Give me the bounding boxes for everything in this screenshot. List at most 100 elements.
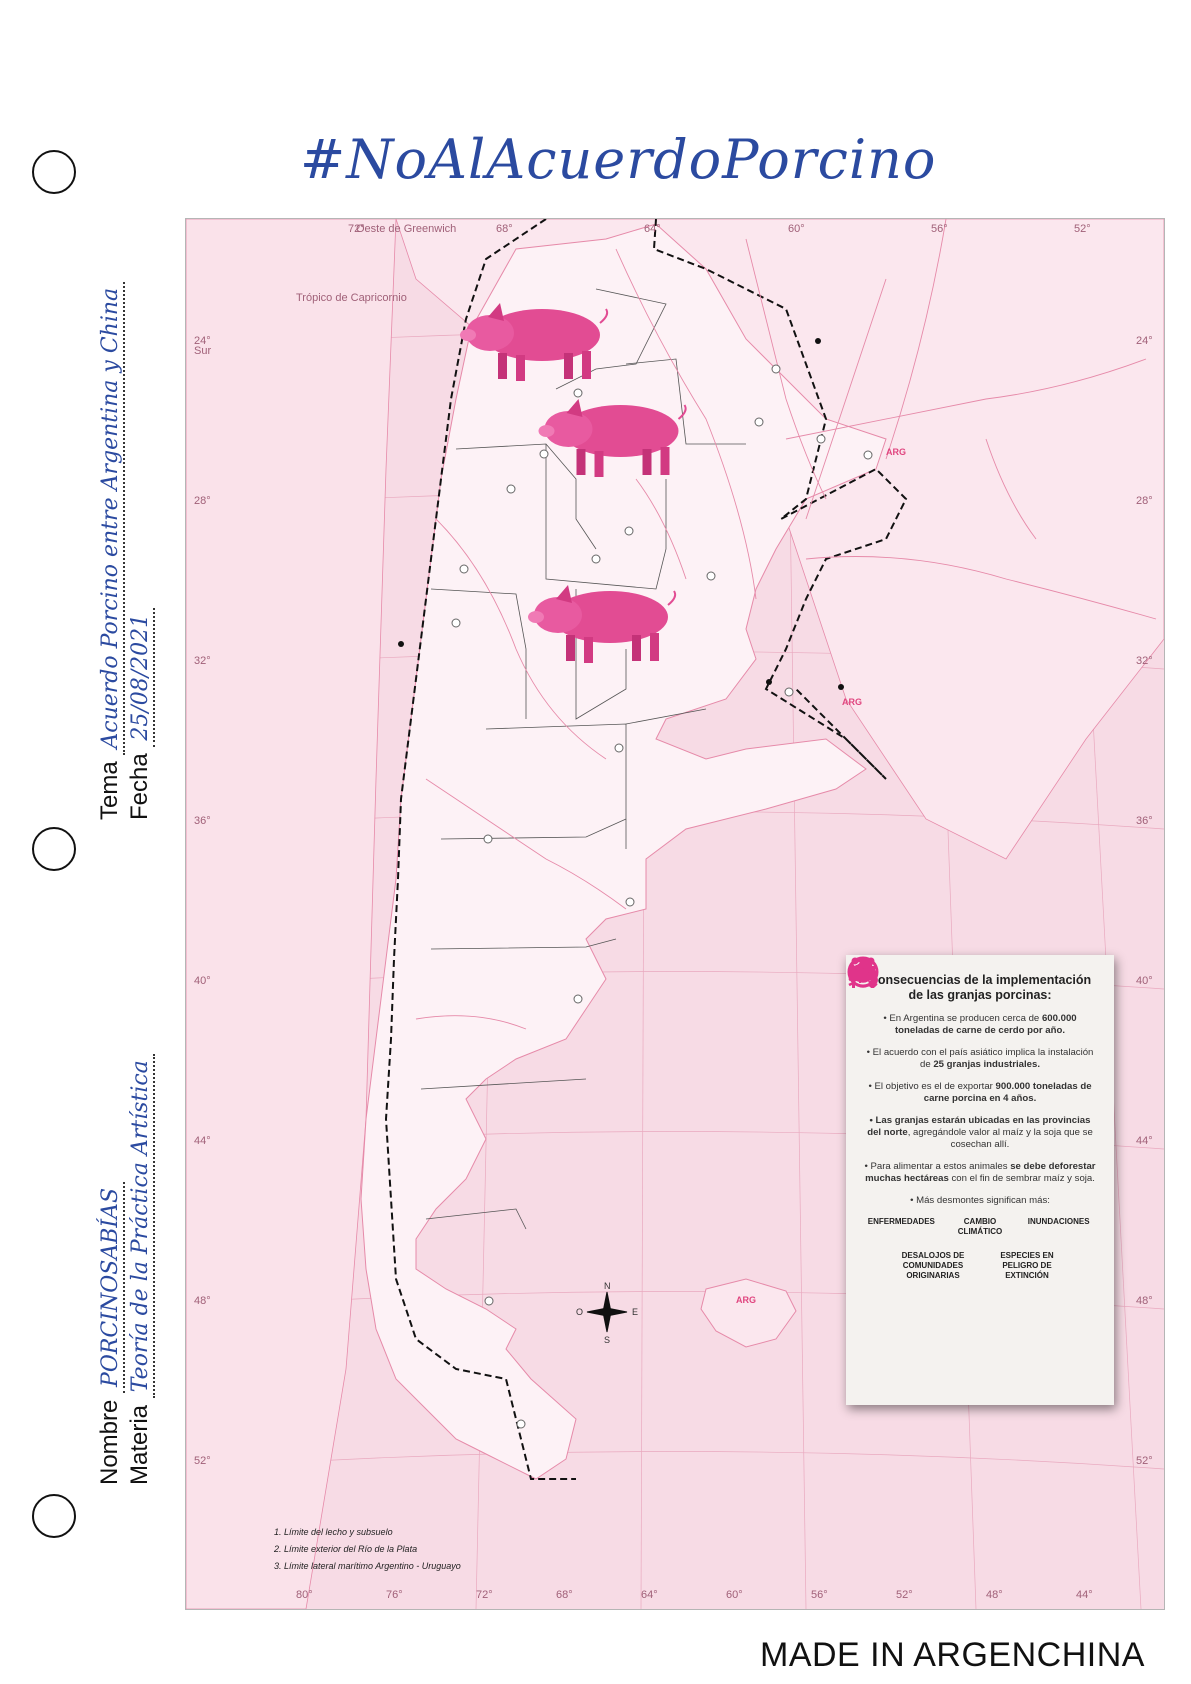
note-2: 2. Límite exterior del Río de la Plata: [274, 1544, 418, 1554]
bullet-5-bold: se debe deforestar muchas hectáreas: [865, 1161, 1096, 1184]
lat-right-36: 36°: [1136, 815, 1153, 827]
bullet-5-text: • Para alimentar a estos animales: [864, 1161, 1011, 1172]
infobox-heading: Consecuencias de la implementación de la…: [868, 973, 1092, 1002]
tema-label: Tema: [96, 761, 123, 820]
lon-bottom-72: 72°: [476, 1589, 493, 1601]
binder-hole-bottom: [32, 1494, 76, 1538]
lon-top-56: 56°: [931, 223, 948, 235]
infobox-bullet-3: • El objetivo es el de exportar 900.000 …: [862, 1081, 1098, 1105]
lon-bottom-64: 64°: [641, 1589, 658, 1601]
bullet-2-text: • El acuerdo con el país asiático implic…: [866, 1047, 1094, 1070]
sur-label: Sur: [194, 345, 212, 357]
chile-land: [186, 219, 397, 1609]
lat-right-44: 44°: [1136, 1135, 1153, 1147]
arg-label-malvinas: ARG: [736, 1295, 756, 1305]
compass-s: S: [604, 1335, 611, 1345]
fecha-value: 25/08/2021: [128, 607, 155, 747]
evictions-label: DESALOJOS DE COMUNIDADES ORIGINARIAS: [901, 1251, 965, 1280]
consequence-icons-row-1: ENFERMEDADES CAMBIO CLIMÁTICO INUNDACION…: [848, 958, 1098, 1237]
capital-markers: [398, 338, 844, 690]
lat-right-48: 48°: [1136, 1295, 1153, 1307]
nombre-value: PORCINOSABÍAS: [98, 1181, 125, 1393]
city-markers: [451, 364, 873, 1429]
materia-label: Materia: [126, 1404, 153, 1485]
lon-top-60: 60°: [788, 223, 805, 235]
consequence-extinction: ESPECIES EN PELIGRO DE EXTINCIÓN: [847, 956, 1067, 1281]
lon-top-72: 72°: [348, 223, 365, 235]
lon-bottom-80: 80°: [296, 1589, 313, 1601]
infobox-bullet-4: • Las granjas estarán ubicadas en las pr…: [862, 1115, 1098, 1151]
compass-rose: [586, 1291, 628, 1333]
rivers: [415, 219, 1157, 1030]
lat-left-28: 28°: [194, 495, 211, 507]
binder-hole-middle: [32, 827, 76, 871]
bullet-1-bold: 600.000 toneladas de carne de cerdo por …: [894, 1013, 1077, 1036]
malvinas-islands: [700, 1278, 797, 1348]
lat-left-52: 52°: [194, 1455, 211, 1467]
consequence-climate-change: CAMBIO CLIMÁTICO: [849, 958, 1020, 1237]
lon-top-52: 52°: [1074, 223, 1091, 235]
pig-illustration-3: [528, 585, 677, 663]
map-notes: 1. Límite del lecho y subsuelo 2. Límite…: [274, 1524, 461, 1575]
arg-label-north: ARG: [886, 447, 906, 457]
materia-value: Teoría de la Práctica Artística: [128, 1054, 155, 1399]
lon-bottom-76: 76°: [386, 1589, 403, 1601]
infobox-bullet-6: • Más desmontes significan más:: [910, 1195, 1050, 1206]
lon-bottom-44: 44°: [1076, 1589, 1093, 1601]
lon-bottom-52: 52°: [896, 1589, 913, 1601]
compass-n: N: [604, 1281, 611, 1291]
lon-bottom-60: 60°: [726, 1589, 743, 1601]
diseases-label: ENFERMEDADES: [867, 1217, 935, 1226]
consequences-infobox: Consecuencias de la implementación de la…: [846, 955, 1114, 1405]
lat-right-40: 40°: [1136, 975, 1153, 987]
tema-field: Tema Acuerdo Porcino entre Argentina y C…: [96, 281, 125, 820]
pig-illustration-2: [538, 399, 687, 477]
consequence-evictions: DESALOJOS DE COMUNIDADES ORIGINARIAS: [851, 957, 973, 1281]
lat-left-36: 36°: [194, 815, 211, 827]
bullet-3-text: • El objetivo es el de exportar: [868, 1081, 996, 1092]
page-title: #NoAlAcuerdoPorcino: [300, 128, 937, 191]
fecha-field: Fecha 25/08/2021: [126, 607, 155, 820]
lat-right-52: 52°: [1136, 1455, 1153, 1467]
lat-right-32: 32°: [1136, 655, 1153, 667]
binder-hole-top: [32, 150, 76, 194]
lon-bottom-68: 68°: [556, 1589, 573, 1601]
lat-right-28: 28°: [1136, 495, 1153, 507]
lon-bottom-56: 56°: [811, 1589, 828, 1601]
note-1: 1. Límite del lecho y subsuelo: [274, 1527, 393, 1537]
fecha-label: Fecha: [126, 753, 153, 820]
international-boundary: [652, 219, 908, 780]
consequence-floods: INUNDACIONES: [848, 960, 1098, 1237]
infobox-bullet-2: • El acuerdo con el país asiático implic…: [862, 1047, 1098, 1071]
lat-left-48: 48°: [194, 1295, 211, 1307]
bullet-2-bold: 25 granjas industriales.: [933, 1059, 1040, 1070]
bullet-1-text: • En Argentina se producen cerca de: [883, 1013, 1042, 1024]
lat-right-24: 24°: [1136, 335, 1153, 347]
lat-left-44: 44°: [194, 1135, 211, 1147]
materia-field: Materia Teoría de la Práctica Artística: [126, 1054, 155, 1485]
bullet-5-post: con el fin de sembrar maíz y soja.: [948, 1173, 1095, 1184]
lon-top-64: 64°: [644, 223, 661, 235]
bullet-4-text: , agregándole valor al maíz y la soja qu…: [907, 1127, 1093, 1150]
chile-boundary: [384, 219, 576, 1480]
tropic-label: Trópico de Capricornio: [296, 292, 407, 304]
map-drawing: [186, 219, 1164, 1609]
infobox-bullet-5: • Para alimentar a estos animales se deb…: [862, 1161, 1098, 1185]
footer-slogan: MADE IN ARGENCHINA: [760, 1636, 1145, 1674]
compass-o: O: [576, 1307, 584, 1317]
nombre-label: Nombre: [96, 1399, 123, 1485]
nombre-field: Nombre PORCINOSABÍAS: [96, 1181, 125, 1485]
consequence-diseases: ENFERMEDADES: [848, 959, 941, 1237]
note-3: 3. Límite lateral marítimo Argentino - U…: [274, 1561, 461, 1571]
lat-left-32: 32°: [194, 655, 211, 667]
arg-label-central: ARG: [842, 697, 862, 707]
pig-illustration-1: [460, 303, 609, 381]
extinction-label: ESPECIES EN PELIGRO DE EXTINCIÓN: [1000, 1251, 1054, 1280]
lat-left-40: 40°: [194, 975, 211, 987]
lon-top-68: 68°: [496, 223, 513, 235]
argentina-land: [360, 223, 887, 1480]
climate-change-label: CAMBIO CLIMÁTICO: [957, 1217, 1003, 1236]
bullet-3-bold: 900.000 toneladas de carne porcina en 4 …: [923, 1081, 1092, 1104]
bullet-4-bold: • Las granjas estarán ubicadas en las pr…: [867, 1115, 1091, 1138]
infobox-bullet-1: • En Argentina se producen cerca de 600.…: [862, 1013, 1098, 1037]
